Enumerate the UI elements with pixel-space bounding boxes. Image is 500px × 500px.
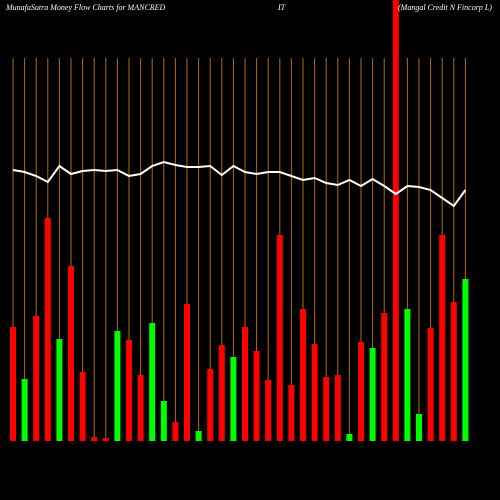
bar xyxy=(160,401,167,441)
bar xyxy=(300,309,306,441)
bar xyxy=(21,379,28,441)
bar xyxy=(10,327,16,441)
bar xyxy=(172,422,179,441)
bar xyxy=(79,372,86,441)
bar xyxy=(44,218,51,441)
bar xyxy=(207,369,214,441)
bar xyxy=(102,438,109,441)
bar xyxy=(381,313,388,441)
plot-area xyxy=(10,0,469,441)
bar xyxy=(369,348,376,441)
bar xyxy=(253,351,260,441)
bar xyxy=(323,377,330,441)
bar xyxy=(346,434,353,441)
bar xyxy=(416,414,422,441)
bar xyxy=(114,331,121,441)
bar xyxy=(68,266,74,441)
bar xyxy=(91,437,98,441)
bar xyxy=(33,316,40,441)
bar xyxy=(427,328,434,441)
bar xyxy=(126,340,132,441)
bar xyxy=(149,323,156,441)
bar xyxy=(195,431,202,441)
chart-title-middle: IT xyxy=(277,3,286,12)
bar xyxy=(242,327,248,441)
bar xyxy=(230,357,237,441)
bar xyxy=(311,344,318,441)
bar xyxy=(450,302,457,441)
bar xyxy=(462,279,469,441)
bar xyxy=(265,380,272,441)
bar xyxy=(439,235,446,441)
bar xyxy=(334,375,341,441)
bar xyxy=(276,235,283,441)
bar xyxy=(56,339,63,441)
bar xyxy=(358,342,364,441)
line-series xyxy=(12,160,467,208)
bar xyxy=(392,0,399,441)
bar xyxy=(218,345,225,441)
bar xyxy=(137,375,144,441)
bar xyxy=(288,385,295,441)
bar xyxy=(404,309,411,441)
bar xyxy=(184,304,190,441)
chart-title: MunafaSutra Money Flow Charts for MANCRE… xyxy=(5,3,166,12)
chart-subtitle: (Mangal Credit N Fincorp L) xyxy=(398,3,492,12)
